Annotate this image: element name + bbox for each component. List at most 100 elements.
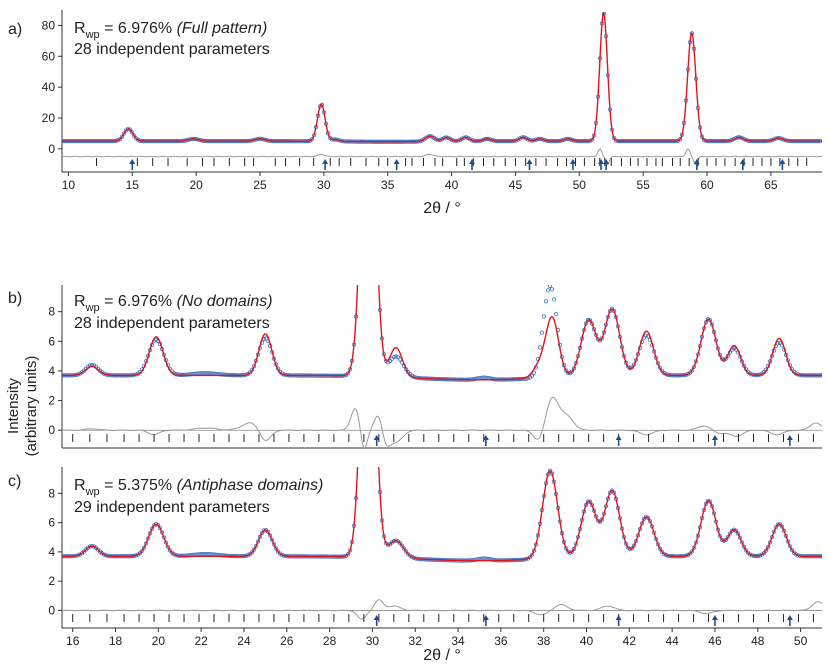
x-tick-label: 45 (509, 178, 523, 192)
plot-area (62, 204, 822, 620)
observed-point (131, 133, 137, 138)
y-axis-title-line1: Intensity (5, 378, 22, 434)
x-tick-label: 60 (700, 178, 714, 192)
y-tick-label: 6 (48, 516, 55, 530)
rwp-text: Rwp = 5.375% (Antiphase domains) (74, 477, 323, 498)
observed-point (403, 549, 409, 554)
observed-point (571, 546, 577, 552)
observed-point (763, 548, 769, 553)
observed-point (779, 524, 785, 529)
x-tick-label: 65 (764, 178, 778, 192)
y-tick-label: 8 (48, 305, 55, 319)
observed-point (157, 525, 163, 531)
y-tick-label: 0 (48, 142, 55, 156)
observed-point (529, 373, 535, 378)
panel-label: b) (8, 290, 22, 307)
x-tick-label: 24 (237, 634, 251, 648)
observed-point (372, 324, 375, 327)
observed-point (273, 546, 279, 551)
observed-point (219, 372, 225, 377)
x-tick-label: 42 (623, 634, 637, 648)
observed-point (121, 131, 127, 136)
observed-point (356, 454, 359, 457)
fit-curve (62, 12, 822, 143)
observed-point (368, 219, 371, 222)
x-tick-label: 20 (152, 634, 166, 648)
observed-point (563, 368, 569, 373)
observed-point (793, 552, 799, 557)
observed-point (401, 546, 407, 551)
observed-point (765, 544, 771, 550)
y-axis-title-line2: (arbitrary units) (23, 356, 40, 457)
x-tick-label: 22 (194, 634, 208, 648)
observed-point (129, 130, 135, 135)
x-tick-label: 32 (409, 634, 423, 648)
observed-point (370, 262, 373, 265)
observed-point (253, 543, 259, 549)
x-tick-label: 40 (580, 634, 594, 648)
observed-point (731, 136, 737, 142)
difference-curve (62, 396, 822, 448)
x-tick-label: 35 (381, 178, 395, 192)
observed-point (489, 376, 495, 381)
observed-point (171, 552, 177, 557)
observed-point (707, 499, 713, 504)
parameters-text: 28 independent parameters (74, 41, 270, 58)
x-tick-label: 44 (665, 634, 679, 648)
reflection-arrow (615, 615, 622, 626)
y-tick-label: 0 (48, 423, 55, 437)
observed-point (345, 371, 351, 376)
observed-point (789, 547, 795, 553)
fit-curve (62, 285, 822, 381)
observed-point (761, 550, 767, 556)
fit-curve (62, 467, 822, 562)
observed-point (527, 555, 533, 560)
observed-point (727, 531, 733, 536)
observed-point (543, 299, 549, 304)
observed-point (689, 549, 695, 554)
x-tick-label: 18 (109, 634, 123, 648)
observed-point (149, 526, 155, 531)
observed-point (489, 557, 495, 562)
reflection-arrow (569, 159, 576, 170)
observed-point (733, 528, 739, 533)
reflection-arrow (739, 159, 746, 170)
observed-point (362, 270, 365, 273)
observed-point (263, 336, 269, 341)
y-tick-label: 2 (48, 394, 55, 408)
x-tick-label: 10 (62, 178, 76, 192)
x-tick-label: 20 (189, 178, 203, 192)
observed-point (139, 548, 145, 554)
observed-point (360, 149, 363, 152)
observed-point (397, 541, 403, 546)
observed-point (360, 333, 363, 336)
reflection-arrow (711, 615, 718, 626)
plot-area (62, 86, 822, 448)
observed-point (221, 372, 227, 377)
x-tick-label: 26 (280, 634, 294, 648)
observed-point (358, 215, 361, 218)
x-tick-label: 38 (537, 634, 551, 648)
x-tick-label: 15 (126, 178, 140, 192)
observed-point (366, 204, 369, 207)
observed-point (265, 529, 271, 534)
observed-point (251, 547, 257, 552)
observed-point (723, 356, 729, 361)
reflection-arrow (393, 159, 400, 170)
observed-point (249, 550, 255, 555)
y-tick-label: 0 (48, 603, 55, 617)
observed-point (127, 127, 133, 132)
y-tick-label: 20 (42, 111, 56, 125)
observed-point (725, 534, 731, 540)
reflection-arrow (482, 615, 489, 626)
observed-point (551, 297, 557, 302)
y-tick-label: 6 (48, 334, 55, 348)
reflection-arrow (615, 435, 622, 446)
observed-point (631, 543, 637, 548)
x-tick-label: 50 (794, 634, 808, 648)
x-tick-label: 28 (323, 634, 337, 648)
reflection-arrow (373, 615, 380, 626)
observed-point (391, 354, 397, 360)
y-tick-label: 4 (48, 364, 55, 378)
observed-point (362, 86, 365, 89)
